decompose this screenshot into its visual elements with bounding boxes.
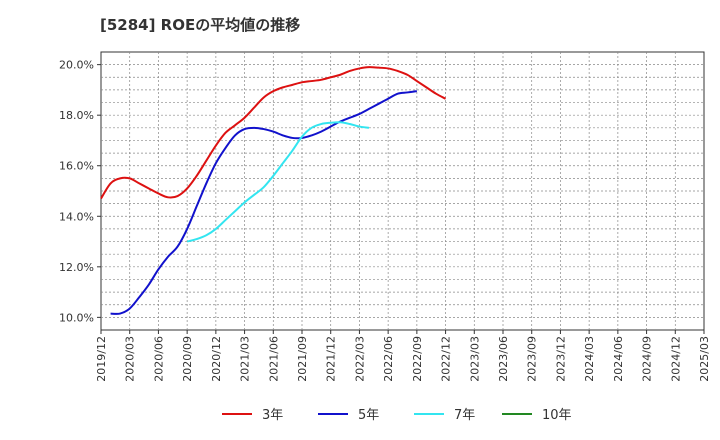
y-axis: 10.0% 12.0% 14.0% 16.0% 18.0% 20.0% bbox=[59, 59, 101, 324]
x-tick-label: 2023/06 bbox=[497, 336, 510, 382]
y-tick-label: 20.0% bbox=[59, 59, 94, 72]
x-tick-label: 2024/12 bbox=[669, 336, 682, 382]
x-tick-label: 2023/09 bbox=[526, 336, 539, 382]
x-tick-label: 2020/03 bbox=[124, 336, 137, 382]
x-tick-label: 2024/06 bbox=[612, 336, 625, 382]
x-tick-label: 2022/12 bbox=[440, 336, 453, 382]
y-tick-label: 18.0% bbox=[59, 109, 94, 122]
y-tick-label: 10.0% bbox=[59, 311, 94, 324]
x-tick-label: 2021/03 bbox=[239, 336, 252, 382]
x-tick-label: 2020/06 bbox=[152, 336, 165, 382]
x-tick-label: 2021/06 bbox=[267, 336, 280, 382]
series-layer bbox=[100, 66, 447, 315]
y-tick-label: 16.0% bbox=[59, 160, 94, 173]
y-tick-label: 14.0% bbox=[59, 210, 94, 223]
legend: 3年 5年 7年 10年 bbox=[222, 408, 572, 423]
x-tick-label: 2023/12 bbox=[554, 336, 567, 382]
x-tick-label: 2021/12 bbox=[325, 336, 338, 382]
x-tick-label: 2023/03 bbox=[468, 336, 481, 382]
legend-label-5年: 5年 bbox=[358, 408, 379, 423]
series-line-7年 bbox=[186, 121, 370, 243]
chart-title: [5284] ROEの平均値の推移 bbox=[100, 16, 301, 34]
x-tick-label: 2024/03 bbox=[583, 336, 596, 382]
x-tick-label: 2020/09 bbox=[181, 336, 194, 382]
x-tick-label: 2025/03 bbox=[698, 336, 711, 382]
legend-label-7年: 7年 bbox=[454, 408, 475, 423]
legend-label-3年: 3年 bbox=[262, 408, 283, 423]
y-tick-label: 12.0% bbox=[59, 261, 94, 274]
legend-label-10年: 10年 bbox=[542, 408, 572, 423]
x-tick-label: 2020/12 bbox=[210, 336, 223, 382]
x-tick-label: 2022/09 bbox=[411, 336, 424, 382]
x-tick-label: 2021/09 bbox=[296, 336, 309, 382]
x-tick-label: 2024/09 bbox=[641, 336, 654, 382]
x-tick-label: 2019/12 bbox=[95, 336, 108, 382]
grid-layer bbox=[101, 52, 704, 330]
x-tick-label: 2022/03 bbox=[353, 336, 366, 382]
x-axis: 2019/12 2020/03 2020/06 2020/09 2020/12 2021/… bbox=[95, 330, 711, 382]
x-tick-label: 2022/06 bbox=[382, 336, 395, 382]
series-line-3年 bbox=[100, 66, 447, 200]
series-line-5年 bbox=[110, 90, 417, 315]
